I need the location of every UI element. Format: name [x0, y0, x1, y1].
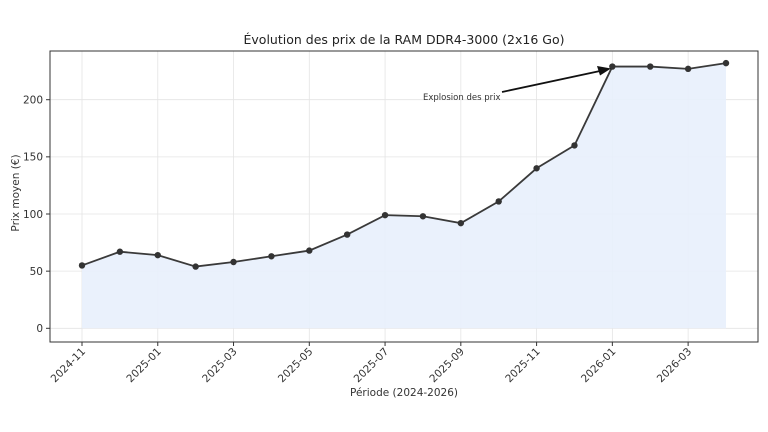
x-tick-label: 2025-09: [427, 346, 467, 386]
data-point: [722, 59, 730, 67]
data-point: [116, 248, 124, 255]
plot-frame: [49, 50, 759, 343]
y-tick-label: 0: [36, 323, 43, 335]
data-point: [609, 63, 616, 70]
annotation-text: Explosion des prix: [423, 93, 500, 103]
data-point: [419, 213, 427, 220]
y-tick-label: 100: [23, 209, 43, 221]
data-point: [533, 165, 540, 172]
x-tick-label: 2025-07: [352, 346, 392, 386]
x-tick-label: 2026-01: [579, 346, 619, 386]
x-tick-label: 2025-11: [503, 346, 543, 386]
arrowhead-icon: [597, 66, 611, 76]
x-tick-label: 2026-03: [655, 346, 695, 386]
y-tick-label: 200: [23, 95, 43, 107]
data-point: [230, 258, 237, 266]
y-axis-label: Prix moyen (€): [10, 154, 22, 231]
area-fill: [82, 63, 726, 329]
data-point: [192, 263, 199, 270]
data-point: [647, 63, 654, 70]
y-tick-label: 150: [23, 152, 43, 164]
data-point: [154, 251, 161, 259]
data-point: [571, 142, 578, 149]
price-line: [81, 62, 727, 268]
y-axis-ticks: 0 50 100 150 200: [23, 95, 50, 335]
x-tick-label: 2024-11: [49, 346, 89, 386]
x-tick-label: 2025-05: [276, 346, 316, 386]
data-point: [306, 247, 313, 254]
data-point: [268, 253, 275, 260]
annotation-explosion: Explosion des prix: [423, 66, 611, 103]
annotation-arrow-icon: [501, 70, 601, 93]
x-axis-ticks: 2024-11 2025-01 2025-03 2025-05 2025-07 2025-…: [49, 342, 695, 386]
x-axis-label: Période (2024-2026): [350, 387, 458, 399]
data-point: [381, 211, 389, 219]
data-point: [78, 262, 86, 269]
data-point: [495, 198, 502, 205]
data-point: [343, 231, 351, 238]
y-tick-label: 50: [30, 266, 43, 278]
x-tick-label: 2025-03: [200, 346, 240, 386]
chart-title: Évolution des prix de la RAM DDR4-3000 (…: [244, 32, 565, 47]
x-tick-label: 2025-01: [124, 346, 164, 386]
data-point: [457, 219, 465, 227]
data-point: [684, 65, 692, 73]
data-markers: [78, 59, 730, 270]
